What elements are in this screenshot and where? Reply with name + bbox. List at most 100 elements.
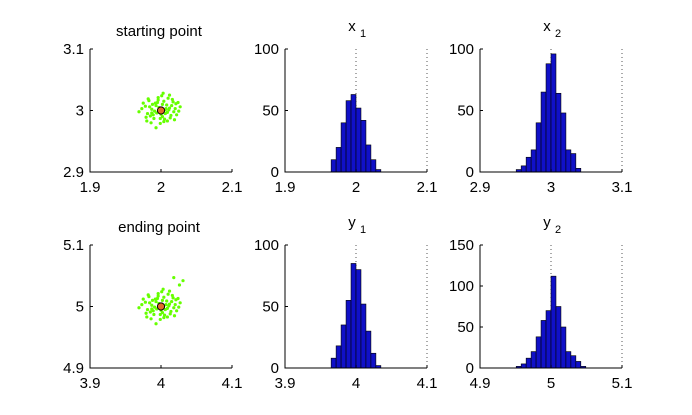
sample-point [141, 101, 145, 105]
sample-point [166, 96, 170, 100]
sample-point [140, 107, 144, 111]
panel-title-subscript: 2 [555, 224, 561, 236]
sample-point [148, 105, 152, 109]
x-tick-label: 5 [547, 375, 555, 392]
histogram-bar [540, 91, 547, 173]
panel-title: y [543, 214, 551, 231]
sample-point [145, 111, 150, 116]
x-tick-label: 4.1 [417, 375, 438, 392]
sample-point [167, 93, 172, 97]
x-tick-label: 3 [547, 179, 555, 196]
panel-6: 4.9 5 5.1 0 50 100 150 y 2 [449, 214, 632, 392]
panel-2: 1.9 2 2.1 0 50 100 x 1 [254, 18, 437, 196]
sample-point [144, 311, 148, 315]
histogram-bar [555, 306, 562, 369]
sample-point [168, 116, 172, 120]
histogram-bar [575, 168, 582, 173]
y-tick-label: 50 [457, 103, 474, 120]
x-tick-label: 4 [157, 375, 165, 392]
sample-point [167, 289, 172, 293]
sample-point [173, 303, 177, 307]
histogram-bar [345, 100, 352, 173]
y-tick-label: 5.1 [63, 237, 84, 254]
sample-point [166, 292, 170, 296]
histogram-bar [365, 144, 372, 173]
x-tick-label: 5.1 [612, 375, 633, 392]
histogram-bar [360, 303, 367, 369]
sample-point [156, 291, 160, 296]
histogram-bar [330, 357, 337, 369]
x-tick-label: 2.1 [417, 179, 438, 196]
sample-point [170, 299, 174, 304]
y-tick-label: 5 [76, 299, 84, 316]
histogram-bar [560, 326, 567, 369]
histogram-bar [360, 120, 367, 173]
histogram-bar [565, 351, 572, 369]
sample-point [172, 275, 176, 280]
center-marker [156, 302, 166, 311]
histogram-bar [540, 320, 547, 369]
sample-point [162, 117, 167, 121]
histogram-bar [545, 310, 552, 369]
sample-point [160, 115, 165, 119]
sample-point [146, 293, 150, 297]
y-tick-label: 3 [76, 103, 84, 120]
sample-point [137, 306, 141, 310]
x-tick-label: 1.9 [80, 179, 101, 196]
sample-point [150, 307, 154, 311]
sample-point [145, 315, 149, 319]
sample-point [154, 322, 158, 326]
sample-point [160, 311, 165, 315]
y-tick-label: 0 [466, 164, 474, 181]
sample-point [162, 313, 167, 317]
sample-point [173, 107, 177, 111]
sample-point [154, 126, 158, 130]
sample-point [171, 296, 175, 300]
sample-point [150, 298, 155, 302]
panel-3: 2.9 3 3.1 0 50 100 x 2 [449, 18, 632, 196]
panel-title-subscript: 1 [360, 224, 366, 236]
histogram-bar [550, 275, 557, 369]
sample-point [140, 303, 144, 307]
histogram-bar [370, 352, 377, 369]
sample-point [160, 298, 165, 302]
panel-title-subscript: 2 [555, 28, 561, 40]
sample-point [143, 300, 147, 304]
histogram-bar [520, 363, 527, 369]
y-tick-label: 100 [449, 41, 474, 58]
histogram-bar [335, 147, 342, 173]
histogram-bar [355, 269, 362, 369]
sample-point [161, 287, 165, 291]
y-tick-label: 100 [254, 41, 279, 58]
sample-point [146, 97, 150, 101]
sample-point [154, 103, 158, 108]
sample-point [148, 310, 152, 314]
sample-point [150, 111, 154, 115]
histogram-bar [350, 263, 357, 369]
sample-point [177, 109, 181, 113]
histogram-bar [565, 149, 572, 173]
y-tick-label: 100 [254, 237, 279, 254]
histogram-bar [365, 330, 372, 369]
sample-point [148, 301, 152, 305]
sample-point [172, 118, 177, 122]
y-tick-label: 2.9 [63, 164, 84, 181]
sample-point [144, 115, 148, 119]
sample-point [165, 315, 169, 319]
y-tick-label: 0 [271, 164, 279, 181]
sample-point [152, 312, 156, 317]
sample-point [167, 108, 171, 112]
sample-point [167, 304, 171, 308]
sample-point [181, 279, 185, 283]
sample-point [156, 294, 160, 298]
sample-point [155, 296, 160, 301]
sample-point [137, 110, 141, 114]
sample-point [177, 305, 181, 309]
sample-point [158, 116, 162, 121]
histogram-bar [575, 361, 582, 369]
x-tick-label: 4.1 [222, 375, 243, 392]
histogram-bar [525, 156, 532, 173]
histogram-bar [535, 336, 542, 369]
panel-title-subscript: 1 [360, 28, 366, 40]
x-tick-label: 1.9 [275, 179, 296, 196]
